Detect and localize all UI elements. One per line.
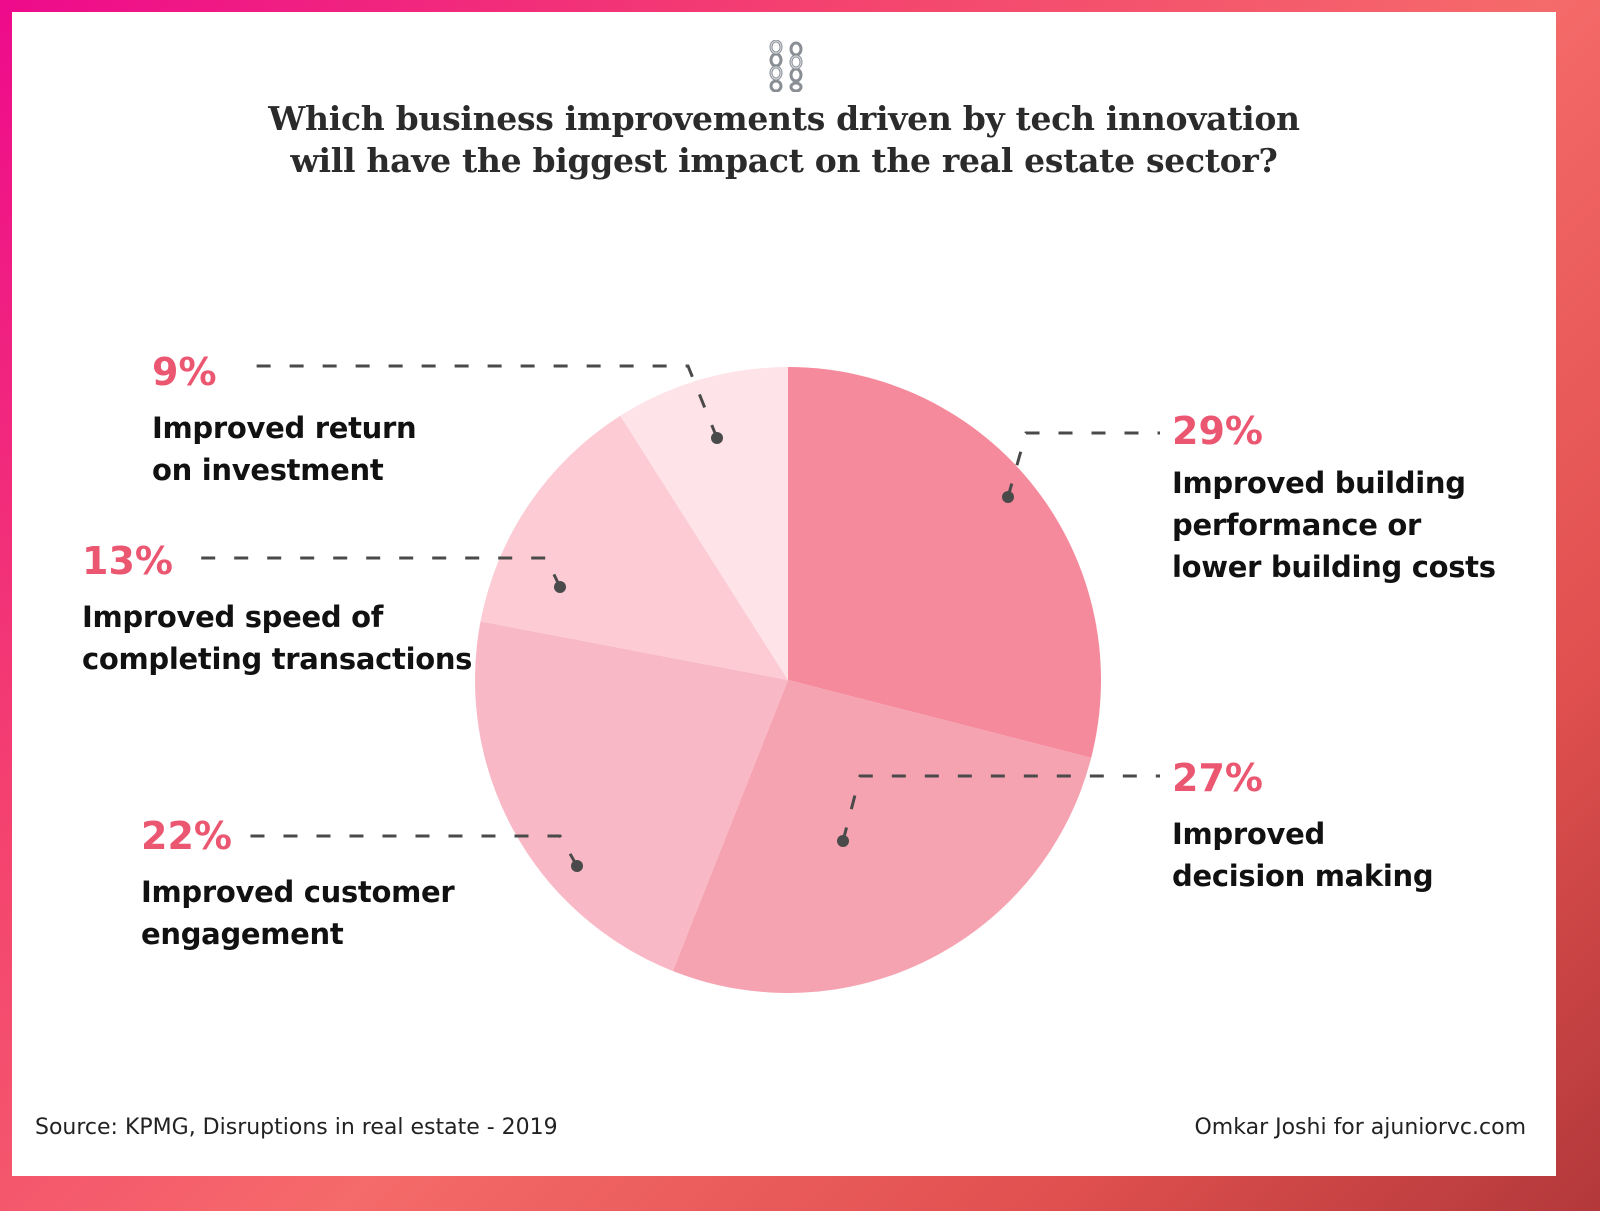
leader-line-2	[841, 774, 1160, 842]
label-return-on-investment: 9% Improved return on investment	[152, 350, 417, 491]
label-decision-making: 27% Improved decision making	[1172, 756, 1434, 897]
slice-label-line: engagement	[141, 917, 344, 951]
chart-title: Which business improvements driven by te…	[0, 98, 1568, 182]
leader-dot-5	[711, 432, 723, 444]
slice-label-line: lower building costs	[1172, 550, 1496, 584]
slice-label-line: Improved customer	[141, 875, 455, 909]
leader-dot-3	[571, 860, 583, 872]
slice-percent: 27%	[1172, 756, 1263, 800]
slice-percent: 22%	[141, 814, 232, 858]
title-line-1: Which business improvements driven by te…	[268, 99, 1300, 138]
slice-label-line: performance or	[1172, 508, 1421, 542]
slice-percent: 13%	[82, 539, 173, 583]
credit-note: Omkar Joshi for ajuniorvc.com	[1194, 1115, 1526, 1140]
label-building-performance: 29% Improved building performance or low…	[1172, 410, 1496, 588]
chain-icon	[769, 40, 803, 92]
label-customer-engagement: 22% Improved customer engagement	[141, 814, 455, 955]
label-transaction-speed: 13% Improved speed of completing transac…	[82, 540, 472, 680]
leader-line-4	[200, 556, 562, 588]
leader-line-1	[1006, 431, 1160, 498]
slice-label-line: completing transactions	[82, 642, 473, 676]
source-note: Source: KPMG, Disruptions in real estate…	[35, 1115, 558, 1140]
slice-label-line: Improved speed of	[82, 600, 384, 634]
pie-slice-2	[672, 680, 1092, 993]
title-line-2: will have the biggest impact on the real…	[290, 141, 1278, 180]
slice-label-line: Improved return	[152, 411, 417, 445]
leader-dot-4	[554, 581, 566, 593]
pie-slice-1	[788, 367, 1101, 758]
slice-label-line: Improved building	[1172, 466, 1466, 500]
pie-slice-3	[475, 621, 788, 972]
leader-line-3	[248, 834, 579, 867]
slice-label-line: Improved	[1172, 817, 1325, 851]
slice-percent: 29%	[1172, 409, 1263, 453]
leader-line-5	[242, 364, 719, 439]
pie-slice-4	[480, 415, 788, 680]
slice-label-line: decision making	[1172, 859, 1434, 893]
leader-dot-2	[837, 835, 849, 847]
pie-slice-5	[620, 367, 788, 680]
leader-dot-1	[1002, 491, 1014, 503]
slice-label-line: on investment	[152, 453, 384, 487]
slice-percent: 9%	[152, 350, 217, 394]
